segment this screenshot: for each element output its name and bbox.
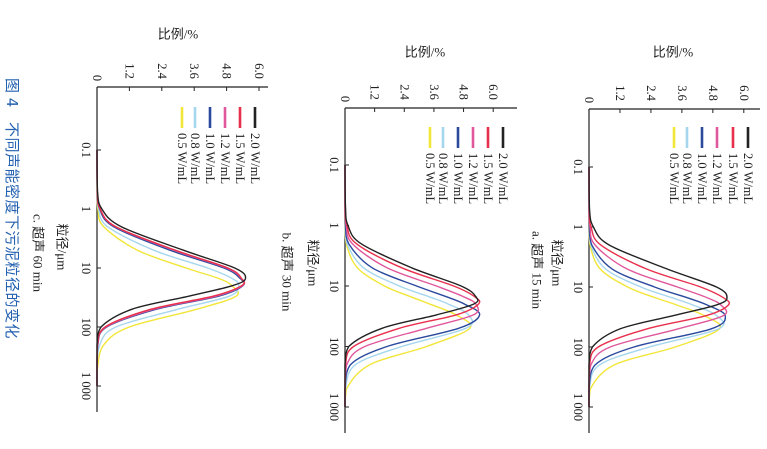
x-tick-label: 0.1 [79,142,93,158]
y-tick-label: 4.8 [220,63,234,79]
legend-label: 2.0 W/mL [496,153,510,204]
y-tick-label: 6.0 [486,84,500,100]
y-tick-label: 1.2 [368,84,382,100]
legend-label: 2.0 W/mL [741,153,755,204]
y-axis-label: 比例/% [158,27,199,42]
series-line-2.0-wml [96,149,247,386]
panel-subtitle: b. 超声 30 min [280,233,295,312]
y-tick-label: 0 [582,97,596,103]
x-tick-label: 0.1 [571,159,585,175]
x-tick-label: 1 000 [327,393,341,421]
x-tick-label: 1 [571,224,585,230]
y-tick-label: 4.8 [706,85,720,101]
y-axis-label: 比例/% [405,45,446,60]
x-tick-label: 1 000 [79,372,93,400]
series-line-1.2-wml [588,167,728,407]
x-tick-label: 1 [327,222,341,228]
series-line-1.2-wml [344,164,480,407]
chart-panel-c: 0 1.2 2.4 3.6 4.8 6.0 0.1 1 10 100 1 000 比例/% 粒径/μm c… [31,27,268,412]
legend-label: 0.8 W/mL [680,153,694,204]
legend-label: 1.0 W/mL [203,133,217,184]
legend-label: 2.0 W/mL [248,133,262,184]
y-tick-label: 6.0 [252,63,266,79]
legend-label: 1.2 W/mL [466,153,480,204]
chart-panel-b: 0 1.2 2.4 3.6 4.8 6.0 0.1 1 10 100 1 000 比例/% 粒径/μm b… [280,45,517,433]
legend-label: 1.0 W/mL [695,153,709,204]
legend-label: 0.8 W/mL [188,133,202,184]
panel-subtitle: a. 超声 15 min [530,231,545,309]
y-axis-label: 比例/% [653,45,694,60]
y-tick-label: 2.4 [644,85,658,101]
legend-label: 0.5 W/mL [423,153,437,204]
series-line-2.0-wml [344,164,479,407]
panel-subtitle: c. 超声 60 min [31,214,46,292]
legend-label: 1.5 W/mL [481,153,495,204]
y-tick-label: 0 [90,75,104,81]
caption-text: 不同声能密度下污泥粒径的变化 [3,122,21,339]
legend-label: 1.5 W/mL [726,153,740,204]
series-line-2.0-wml [588,166,728,407]
x-axis-label: 粒径/μm [306,240,321,287]
x-axis-label: 粒径/μm [550,240,565,287]
x-tick-label: 100 [327,337,341,356]
y-tick-label: 3.6 [675,85,689,101]
y-tick-label: 3.6 [187,63,201,79]
series-line-1.0-wml [344,164,481,407]
legend-label: 1.5 W/mL [233,133,247,184]
x-axis-label: 粒径/μm [55,224,70,271]
y-tick-label: 2.4 [155,63,169,79]
x-tick-label: 1 000 [571,393,585,421]
legend-label: 0.5 W/mL [667,153,681,204]
series-line-0.8-wml [96,149,240,386]
y-tick-label: 3.6 [427,84,441,100]
legend-label: 1.0 W/mL [451,153,465,204]
series-line-1.0-wml [588,167,727,407]
legend-label: 1.2 W/mL [710,153,724,204]
caption-number: 图 4 [3,78,21,107]
y-tick-label: 1.2 [122,63,136,79]
legend-label: 0.5 W/mL [175,133,189,184]
y-tick-label: 1.2 [613,85,627,101]
y-tick-label: 4.8 [457,84,471,100]
x-tick-label: 10 [327,280,341,293]
x-tick-label: 10 [571,281,585,294]
legend-label: 0.8 W/mL [436,153,450,204]
y-tick-label: 0 [338,96,352,102]
x-tick-label: 100 [571,338,585,357]
legend-label: 1.2 W/mL [218,133,232,184]
y-tick-label: 2.4 [397,84,411,100]
x-tick-label: 10 [79,262,93,275]
x-tick-label: 100 [79,318,93,337]
chart-panel-a: 0 1.2 2.4 3.6 4.8 6.0 0.1 1 10 100 1 000 比例/% 粒径/μm a… [530,45,760,433]
x-tick-label: 0.1 [327,157,341,173]
y-tick-label: 6.0 [737,85,751,101]
series-line-0.5-wml [96,149,240,387]
x-tick-label: 1 [79,206,93,212]
